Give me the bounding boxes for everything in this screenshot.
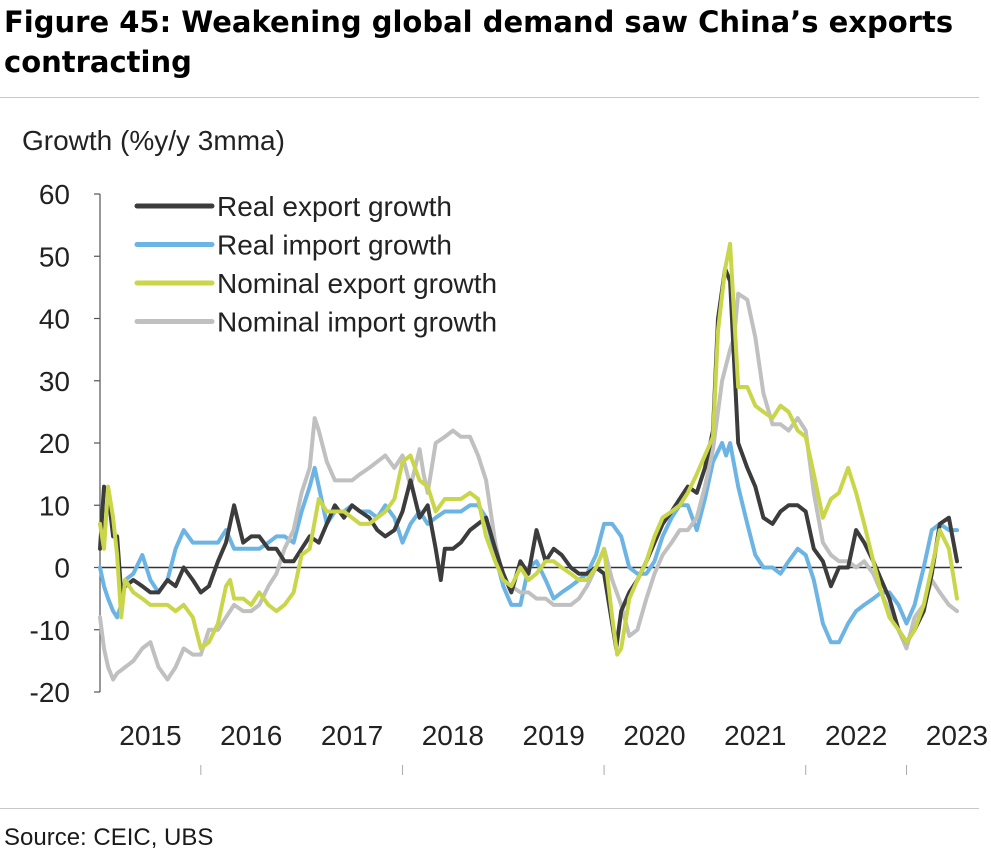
title-divider — [0, 97, 979, 98]
source-divider — [0, 808, 979, 809]
source-note: Source: CEIC, UBS — [4, 824, 214, 851]
y-tick-label: 60 — [39, 179, 70, 210]
x-tick-label: 2016 — [220, 720, 282, 751]
x-tick-label: 2022 — [825, 720, 887, 751]
legend-label: Real import growth — [217, 230, 452, 261]
series-line-real-import-growth — [98, 441, 959, 645]
x-tick-label: 2015 — [119, 720, 181, 751]
y-tick-label: 50 — [39, 241, 70, 272]
x-tick-label: 2020 — [623, 720, 685, 751]
x-tick-label: 2018 — [422, 720, 484, 751]
series-line-nominal-export-growth — [98, 241, 959, 657]
line-chart: Growth (%y/y 3mma) 60 50 40 30 20 10 0 -10 -20 20… — [22, 125, 988, 775]
x-tick-label: 2023 — [926, 720, 988, 751]
chart-axes: 60 50 40 30 20 10 0 -10 -20 2015 2016 2017 2018 2019 2… — [30, 179, 988, 775]
y-tick-label: 40 — [39, 304, 70, 335]
series-line-nominal-import-growth — [98, 291, 959, 682]
y-tick-label: -10 — [30, 615, 70, 646]
y-tick-label: 20 — [39, 428, 70, 459]
legend-label: Real export growth — [217, 191, 452, 222]
legend-label: Nominal import growth — [217, 307, 497, 338]
y-axis-label: Growth (%y/y 3mma) — [22, 125, 285, 156]
x-tick-label: 2017 — [321, 720, 383, 751]
y-tick-label: 30 — [39, 366, 70, 397]
x-tick-label: 2021 — [724, 720, 786, 751]
y-tick-label: -20 — [30, 677, 70, 708]
figure-title: Figure 45: Weakening global demand saw C… — [4, 5, 954, 79]
legend-label: Nominal export growth — [217, 268, 497, 299]
y-tick-label: 10 — [39, 490, 70, 521]
series-lines — [98, 241, 959, 682]
y-tick-label: 0 — [54, 553, 70, 584]
legend: Real export growth Real import growth Nomi… — [134, 191, 497, 338]
series-line-real-export-growth — [98, 266, 959, 651]
x-tick-label: 2019 — [523, 720, 585, 751]
